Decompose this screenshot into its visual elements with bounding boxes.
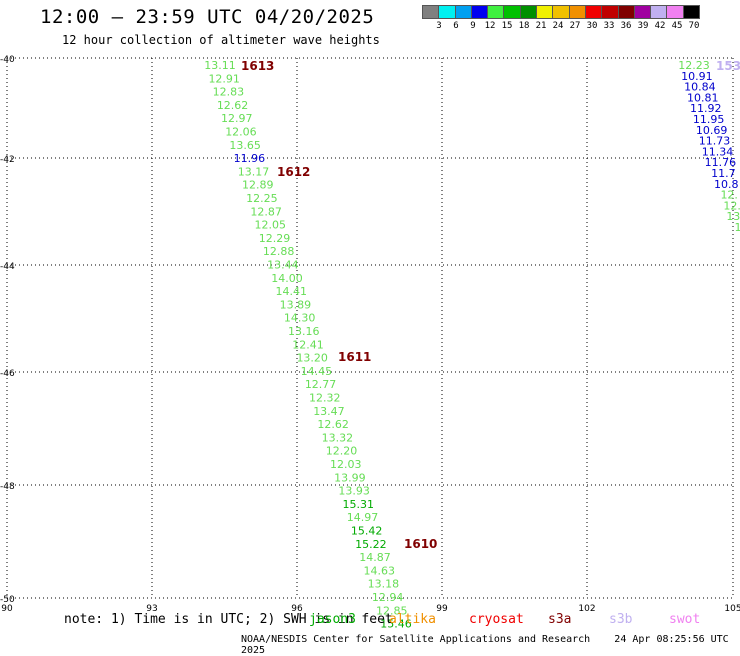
swh-value: 12.06 [225, 126, 257, 139]
swh-value: 14.00 [271, 272, 303, 285]
satellite-legend-item: cryosat [469, 612, 524, 627]
swh-value: 14.87 [359, 551, 391, 564]
track-id: 1613 [241, 59, 274, 73]
swh-value: 12.88 [263, 245, 295, 258]
swh-value: 12.91 [208, 72, 240, 85]
swh-value: 14.63 [363, 564, 395, 577]
footer-credit: NOAA/NESDIS Center for Satellite Applica… [241, 634, 740, 656]
track-id: 1612 [277, 165, 310, 179]
credit-text: NOAA/NESDIS Center for Satellite Applica… [241, 634, 590, 645]
swh-value: 13.47 [313, 405, 345, 418]
swh-value: 13.17 [238, 165, 270, 178]
swh-value: 12.20 [326, 445, 358, 458]
lon-tick-label: 99 [436, 604, 448, 614]
satellite-legend-item: jason3 [309, 612, 356, 627]
lon-tick-label: 102 [578, 604, 595, 614]
swh-value: 12.62 [217, 99, 249, 112]
swh-value: 12.87 [250, 205, 282, 218]
swh-value: 12.77 [305, 378, 337, 391]
lat-tick-label: -40 [0, 55, 15, 65]
swh-value: 12.62 [317, 418, 349, 431]
swh-value: 13.65 [229, 139, 261, 152]
swh-value: 13.20 [296, 352, 328, 365]
swh-value: 13.93 [338, 485, 370, 498]
swh-value: 11.96 [234, 152, 266, 165]
swh-value: 13.32 [322, 431, 354, 444]
swh-value: 12.25 [246, 192, 278, 205]
swh-value: 13.16 [288, 325, 320, 338]
lon-tick-label: 105 [724, 604, 740, 614]
satellite-legend-item: s3b [609, 612, 632, 627]
swh-value: 12.94 [372, 591, 404, 604]
swh-value: 13.11 [204, 59, 236, 72]
track-id: 153 [716, 59, 740, 73]
swh-value: 12.41 [292, 338, 324, 351]
swh-value: 13.99 [334, 471, 366, 484]
swh-value: 13.89 [280, 298, 312, 311]
swh-value: 12.97 [221, 112, 253, 125]
swh-value: 12.05 [255, 219, 287, 232]
swh-value: 12.89 [242, 179, 274, 192]
lon-tick-label: 90 [1, 604, 13, 614]
lat-tick-label: -42 [0, 155, 15, 165]
swh-value-right: 1 [735, 221, 740, 234]
swh-value: 15.42 [351, 525, 383, 538]
swh-value: 14.41 [275, 285, 307, 298]
satellite-legend-item: swot [669, 612, 700, 627]
swh-value: 13.44 [267, 259, 299, 272]
track-id: 1611 [338, 350, 371, 364]
swh-value: 12.83 [213, 86, 245, 99]
swh-value: 14.97 [347, 511, 379, 524]
swh-value: 15.31 [343, 498, 375, 511]
track-id: 1610 [404, 537, 437, 551]
swh-value: 13.18 [368, 578, 400, 591]
satellite-legend-item: s3a [548, 612, 571, 627]
satellite-legend-item: altika [389, 612, 436, 627]
swh-value: 14.30 [284, 312, 316, 325]
swh-value: 14.45 [301, 365, 333, 378]
swh-value: 12.03 [330, 458, 362, 471]
swh-value: 12.32 [309, 392, 341, 405]
swh-value: 15.22 [355, 538, 387, 551]
swh-value: 12.29 [259, 232, 291, 245]
